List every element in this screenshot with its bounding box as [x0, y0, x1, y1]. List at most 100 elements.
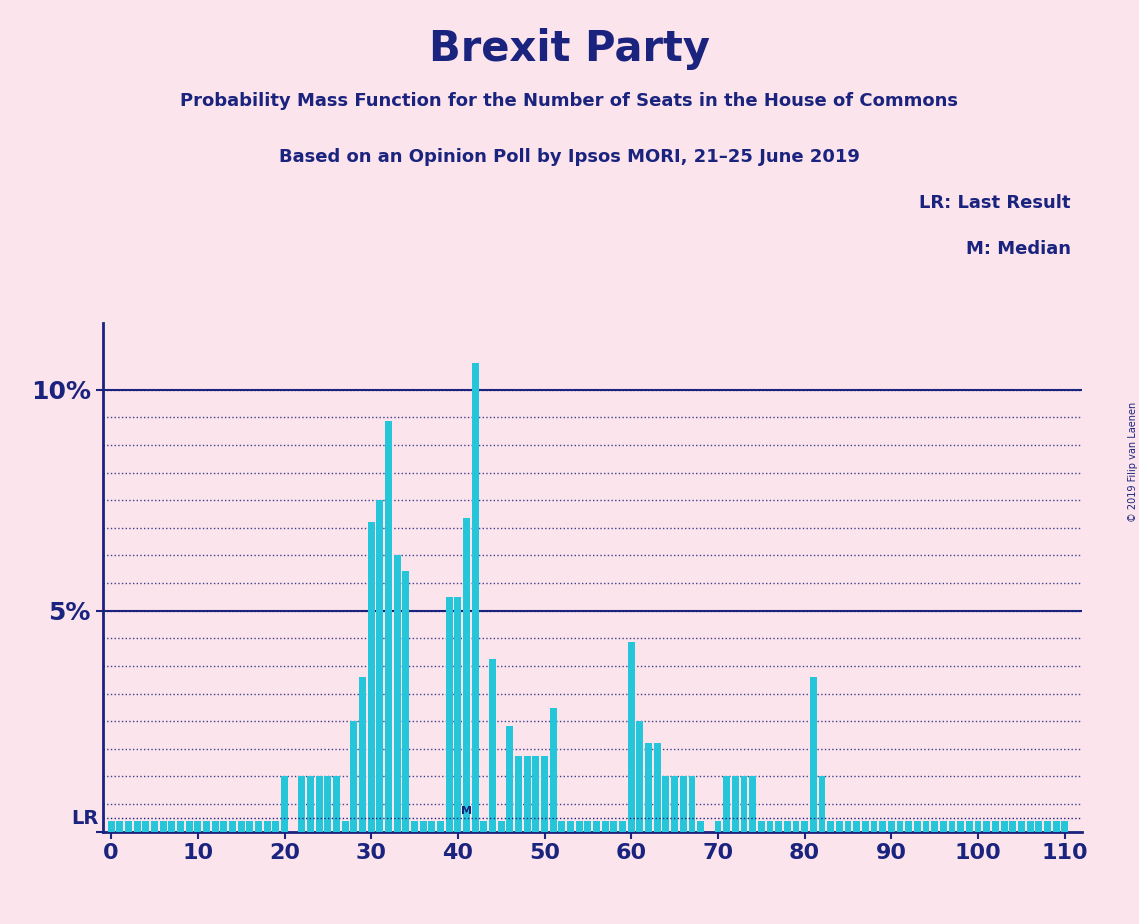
Bar — [246, 821, 253, 832]
Bar — [125, 821, 132, 832]
Bar — [740, 776, 747, 832]
Bar — [472, 363, 478, 832]
Bar — [671, 776, 678, 832]
Bar — [628, 641, 634, 832]
Bar — [801, 821, 809, 832]
Text: M: Median: M: Median — [966, 240, 1071, 258]
Bar — [212, 821, 219, 832]
Bar — [819, 776, 826, 832]
Bar — [541, 757, 548, 832]
Bar — [108, 821, 115, 832]
Bar — [896, 821, 903, 832]
Bar — [489, 659, 497, 832]
Bar — [402, 571, 409, 832]
Bar — [940, 821, 947, 832]
Bar — [411, 821, 418, 832]
Bar — [620, 821, 626, 832]
Bar — [680, 776, 687, 832]
Bar — [688, 776, 696, 832]
Bar — [992, 821, 999, 832]
Bar — [966, 821, 973, 832]
Text: Probability Mass Function for the Number of Seats in the House of Commons: Probability Mass Function for the Number… — [180, 92, 959, 110]
Bar — [663, 776, 670, 832]
Bar — [116, 821, 123, 832]
Text: LR: Last Result: LR: Last Result — [919, 194, 1071, 212]
Bar — [611, 821, 617, 832]
Bar — [793, 821, 800, 832]
Bar — [637, 721, 644, 832]
Text: M: M — [461, 806, 472, 816]
Bar — [879, 821, 886, 832]
Bar — [932, 821, 939, 832]
Bar — [1052, 821, 1059, 832]
Bar — [325, 776, 331, 832]
Text: Based on an Opinion Poll by Ipsos MORI, 21–25 June 2019: Based on an Opinion Poll by Ipsos MORI, … — [279, 148, 860, 165]
Bar — [827, 821, 834, 832]
Bar — [507, 725, 514, 832]
Bar — [870, 821, 877, 832]
Bar — [186, 821, 192, 832]
Bar — [221, 821, 228, 832]
Bar — [757, 821, 764, 832]
Bar — [1062, 821, 1068, 832]
Bar — [316, 776, 322, 832]
Bar — [428, 821, 435, 832]
Bar — [394, 555, 401, 832]
Bar — [975, 821, 982, 832]
Bar — [264, 821, 271, 832]
Bar — [584, 821, 591, 832]
Bar — [229, 821, 236, 832]
Bar — [368, 522, 375, 832]
Bar — [567, 821, 574, 832]
Bar — [308, 776, 314, 832]
Bar — [385, 420, 392, 832]
Bar — [359, 677, 366, 832]
Bar — [1009, 821, 1016, 832]
Bar — [255, 821, 262, 832]
Bar — [272, 821, 279, 832]
Bar — [376, 500, 384, 832]
Bar — [333, 776, 341, 832]
Bar — [445, 598, 452, 832]
Text: LR: LR — [71, 808, 98, 828]
Text: Brexit Party: Brexit Party — [429, 28, 710, 69]
Bar — [697, 821, 704, 832]
Bar — [203, 821, 210, 832]
Bar — [550, 708, 557, 832]
Bar — [844, 821, 852, 832]
Bar — [133, 821, 140, 832]
Bar — [351, 721, 358, 832]
Bar — [645, 743, 653, 832]
Bar — [532, 757, 540, 832]
Bar — [983, 821, 990, 832]
Bar — [524, 757, 531, 832]
Bar — [714, 821, 721, 832]
Bar — [177, 821, 185, 832]
Bar — [836, 821, 843, 832]
Bar — [601, 821, 608, 832]
Bar — [1018, 821, 1025, 832]
Bar — [558, 821, 565, 832]
Bar — [810, 677, 817, 832]
Bar — [1026, 821, 1033, 832]
Bar — [749, 776, 756, 832]
Bar — [437, 821, 444, 832]
Bar — [238, 821, 245, 832]
Bar — [923, 821, 929, 832]
Bar — [515, 757, 522, 832]
Text: © 2019 Filip van Laenen: © 2019 Filip van Laenen — [1129, 402, 1138, 522]
Bar — [159, 821, 166, 832]
Bar — [913, 821, 920, 832]
Bar — [1000, 821, 1008, 832]
Bar — [498, 821, 505, 832]
Bar — [593, 821, 600, 832]
Bar — [481, 821, 487, 832]
Bar — [1035, 821, 1042, 832]
Bar — [576, 821, 583, 832]
Bar — [281, 776, 288, 832]
Bar — [142, 821, 149, 832]
Bar — [454, 598, 461, 832]
Bar — [298, 776, 305, 832]
Bar — [151, 821, 158, 832]
Bar — [776, 821, 782, 832]
